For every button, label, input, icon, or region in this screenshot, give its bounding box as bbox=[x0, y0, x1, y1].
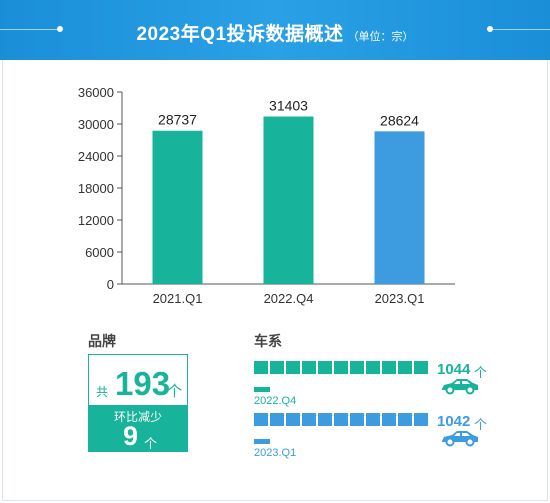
segment bbox=[350, 361, 364, 374]
segment-bar bbox=[254, 361, 434, 374]
bar-value-label: 28737 bbox=[158, 112, 197, 128]
brand-change-label: 环比减少 bbox=[113, 410, 162, 424]
segment bbox=[318, 413, 332, 426]
bar bbox=[152, 130, 203, 284]
segment bbox=[382, 413, 396, 426]
segment bbox=[254, 413, 268, 426]
header-banner: 2023年Q1投诉数据概述 （单位：宗） bbox=[0, 0, 550, 60]
series-section-title: 车系 bbox=[254, 333, 282, 349]
segment bbox=[270, 361, 284, 374]
segment bbox=[350, 413, 364, 426]
segment bbox=[286, 361, 300, 374]
x-tick-label: 2021.Q1 bbox=[153, 291, 203, 306]
segment bbox=[398, 361, 412, 374]
segment-stub bbox=[254, 387, 270, 392]
series-period-label: 2023.Q1 bbox=[254, 447, 297, 459]
x-tick-label: 2023.Q1 bbox=[375, 291, 425, 306]
x-tick-label: 2022.Q4 bbox=[264, 291, 314, 306]
brand-change-count: 9 bbox=[123, 421, 139, 451]
brand-change: 环比减少 9 个 bbox=[89, 405, 187, 452]
brand-change-unit: 个 bbox=[144, 436, 158, 451]
segment bbox=[334, 361, 348, 374]
y-tick-label: 12000 bbox=[78, 213, 114, 228]
y-tick-label: 36000 bbox=[78, 85, 114, 100]
segment bbox=[398, 413, 412, 426]
segment bbox=[366, 361, 380, 374]
bar-value-label: 28624 bbox=[380, 112, 419, 128]
segment bbox=[254, 361, 268, 374]
brand-section-title: 品牌 bbox=[88, 333, 116, 349]
page-title: 2023年Q1投诉数据概述 （单位：宗） bbox=[0, 19, 550, 46]
segment bbox=[302, 413, 316, 426]
y-tick-label: 30000 bbox=[78, 117, 114, 132]
bar bbox=[263, 116, 314, 284]
segment bbox=[334, 413, 348, 426]
series-count: 1042 bbox=[437, 413, 471, 430]
brand-total-unit: 个 bbox=[167, 383, 183, 400]
bar bbox=[374, 131, 425, 284]
segment bbox=[414, 413, 428, 426]
segment-stub bbox=[254, 439, 270, 444]
series-count-unit: 个 bbox=[474, 365, 488, 380]
bar-value-label: 31403 bbox=[269, 98, 308, 114]
header-line-left bbox=[0, 29, 60, 30]
series-period-label: 2022.Q4 bbox=[254, 395, 297, 407]
segment bbox=[270, 413, 284, 426]
segment bbox=[302, 361, 316, 374]
segment bbox=[366, 413, 380, 426]
brand-total: 共 193 个 bbox=[89, 355, 187, 405]
segment bbox=[382, 361, 396, 374]
segment-bar bbox=[254, 413, 434, 426]
car-icon bbox=[440, 377, 480, 400]
header-dot-left bbox=[57, 26, 63, 32]
segment bbox=[414, 361, 428, 374]
brand-total-prefix: 共 bbox=[96, 385, 109, 399]
series-count: 1044 bbox=[437, 361, 471, 378]
title-unit: （单位：宗） bbox=[347, 31, 414, 43]
y-tick-label: 18000 bbox=[78, 181, 114, 196]
brand-summary-card: 共 193 个 环比减少 9 个 bbox=[88, 354, 188, 452]
series-count-unit: 个 bbox=[474, 417, 488, 432]
title-text: 2023年Q1投诉数据概述 bbox=[136, 24, 344, 45]
segment bbox=[318, 361, 332, 374]
y-tick-label: 0 bbox=[107, 277, 114, 292]
car-icon bbox=[440, 429, 480, 452]
content-panel bbox=[2, 60, 548, 501]
segment bbox=[286, 413, 300, 426]
brand-total-count: 193 bbox=[115, 365, 171, 402]
y-tick-label: 6000 bbox=[85, 245, 114, 260]
y-tick-label: 24000 bbox=[78, 149, 114, 164]
header-line-right bbox=[490, 29, 550, 30]
